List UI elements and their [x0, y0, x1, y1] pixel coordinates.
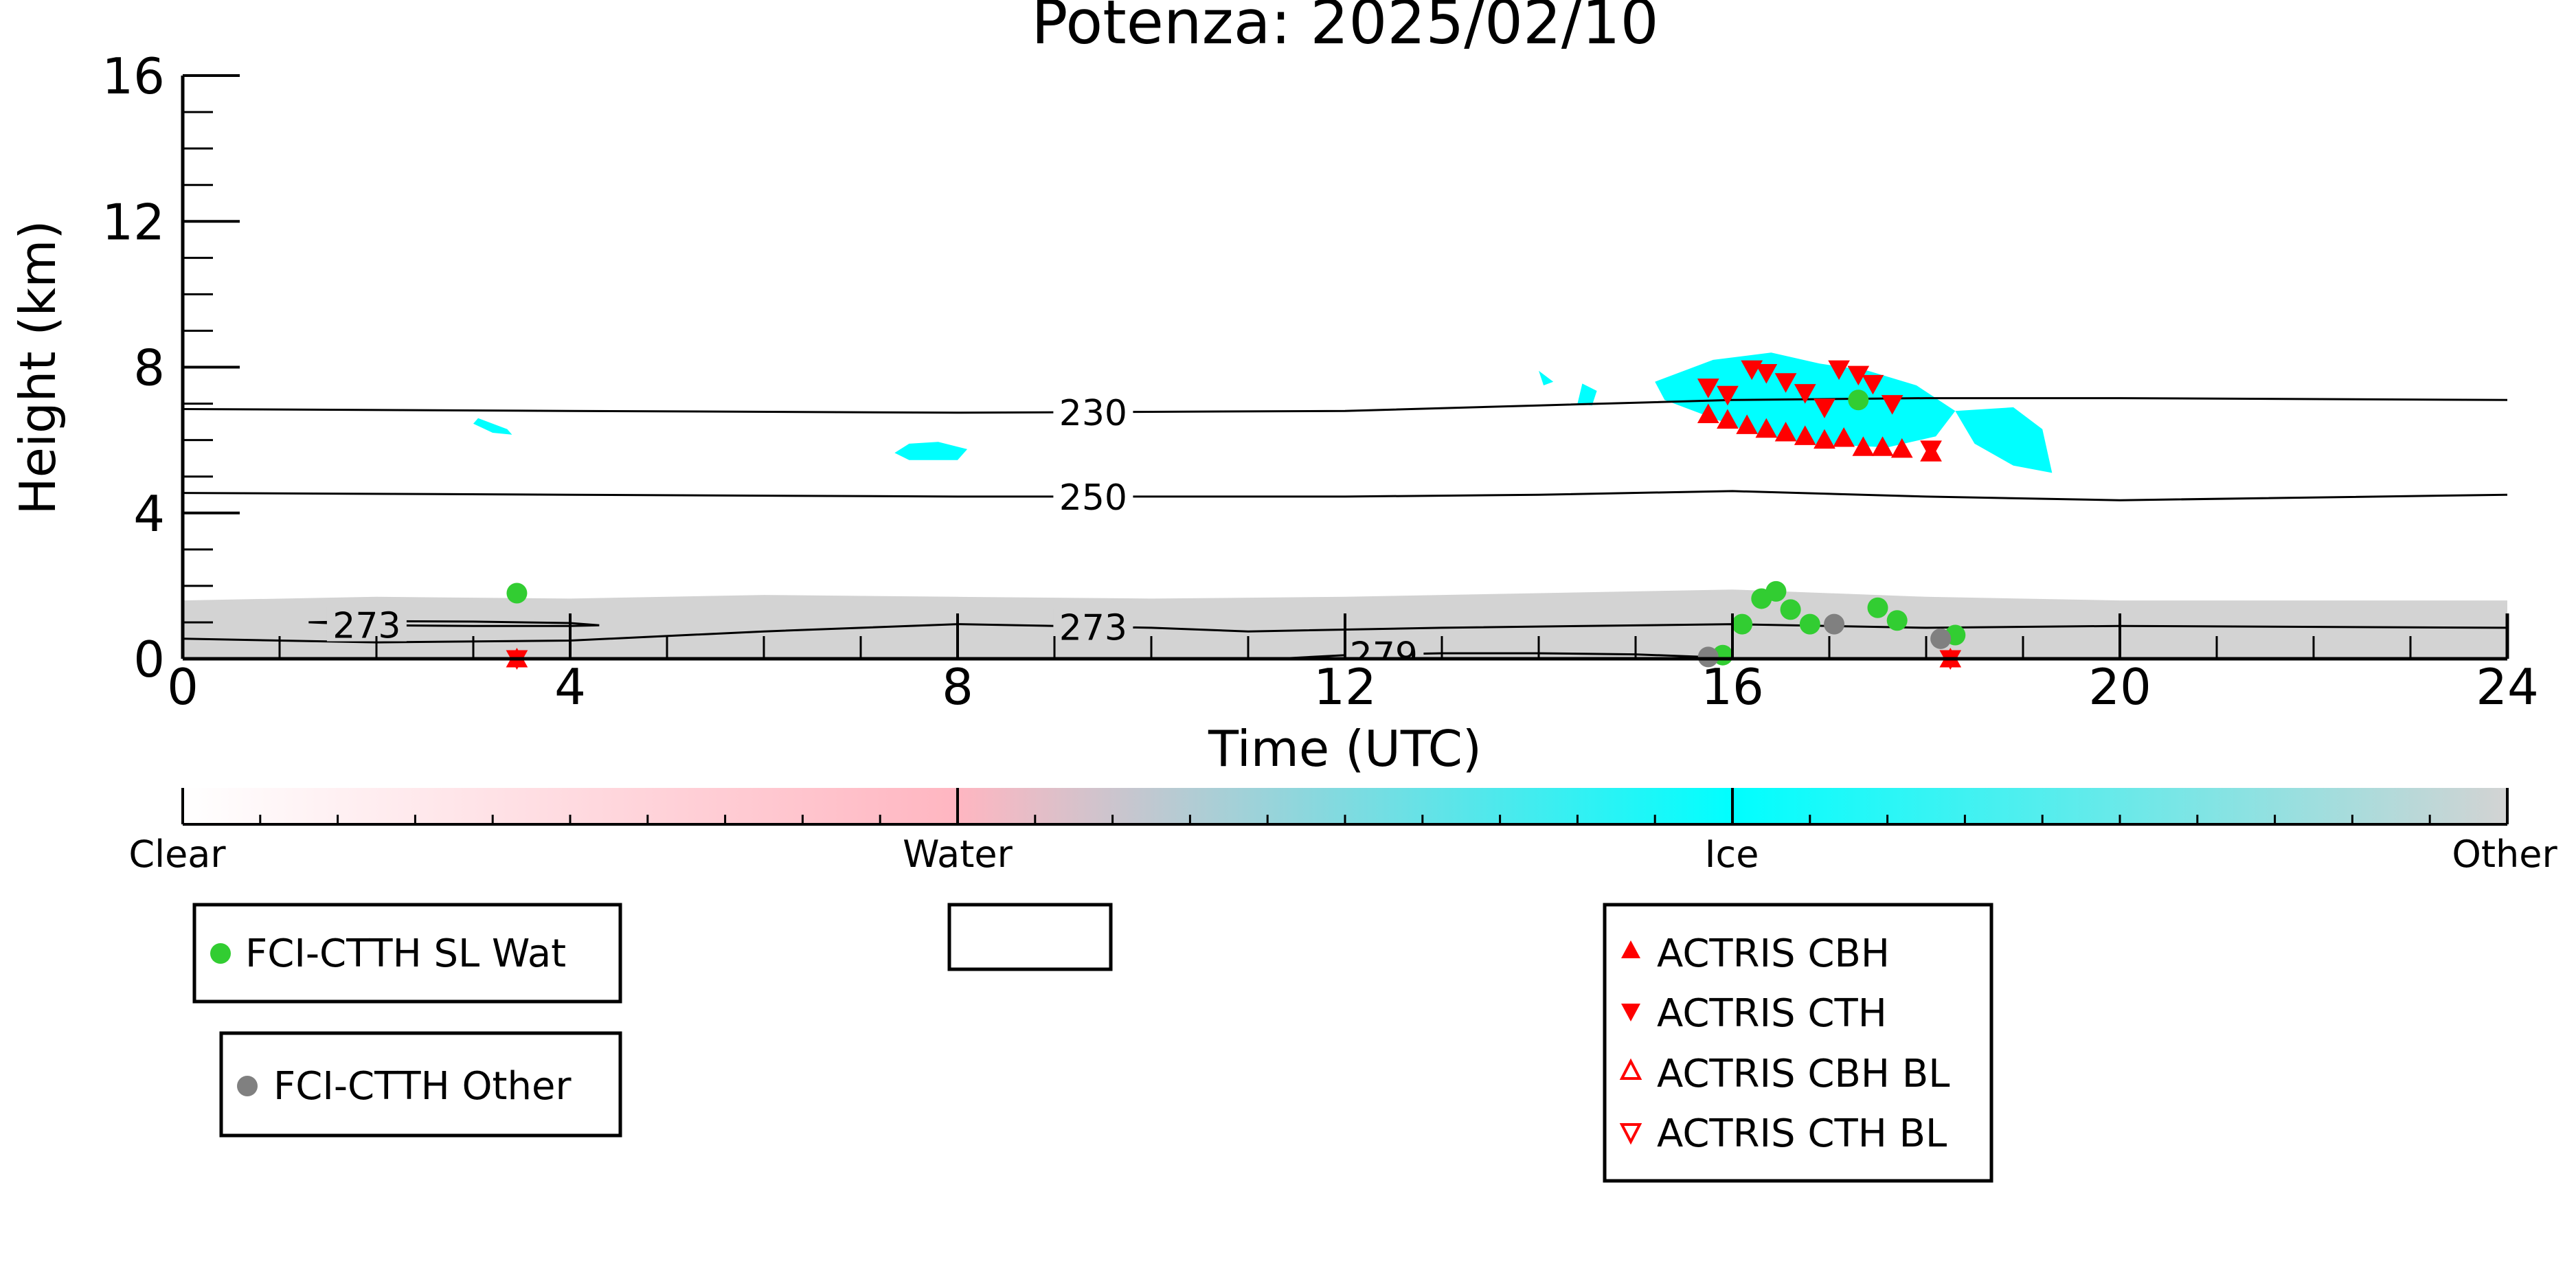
contour-label: 250: [1059, 477, 1127, 519]
contour-line: [308, 620, 600, 627]
legend-label: ACTRIS CTH BL: [1657, 1111, 1947, 1156]
region-ice-6: [1577, 383, 1597, 406]
legend-box: [1603, 903, 1993, 1183]
region-ice-1: [894, 442, 968, 460]
actris-cth-marker: [1717, 385, 1739, 406]
actris-cbh-marker: [1774, 421, 1797, 442]
legend-fci-sl-wat: FCI-CTTH SL Wat: [192, 903, 622, 1004]
contour-label-bg: [326, 607, 407, 642]
actris-cbh-marker: [1871, 436, 1894, 456]
actris-cbh-marker: [1717, 409, 1739, 429]
fci-ctth-sl-wat-marker: [1848, 389, 1869, 411]
fci-ctth-sl-wat-marker: [1780, 599, 1801, 620]
x-tick-label: 24: [2476, 658, 2539, 716]
legend-box: [947, 903, 1113, 971]
actris-cbh-marker: [1890, 438, 1913, 458]
legend-marker-triangle-down-open: [1619, 1123, 1642, 1145]
fci-ctth-sl-wat-marker: [1799, 613, 1820, 635]
x-tick-label: 12: [1313, 658, 1377, 716]
y-tick-label: 12: [102, 193, 165, 251]
legend-label: ACTRIS CBH: [1657, 931, 1890, 976]
actris-cth-marker: [1774, 373, 1797, 393]
legend-marker-triangle-up-open: [1619, 1058, 1642, 1080]
x-tick-label: 16: [1701, 658, 1764, 716]
fci-ctth-other-marker: [1824, 613, 1845, 635]
actris-cth-marker: [1862, 374, 1884, 395]
axes: 0 4 8 12 16 0 4 8 12 16 20 24: [102, 47, 2538, 716]
colorbar-label-ice: Ice: [1705, 833, 1759, 876]
contour-line: [183, 490, 2507, 501]
actris-cbh-marker: [1755, 418, 1778, 438]
actris-cth-marker: [1697, 379, 1719, 398]
colorbar-ticks: [181, 788, 2509, 824]
legend-marker-triangle-down: [1621, 1004, 1640, 1021]
x-tick-label: 4: [554, 658, 586, 716]
cloud-markers: [506, 360, 1966, 670]
contour-label-bg: [1053, 609, 1133, 644]
legend-label: ACTRIS CTH: [1657, 991, 1887, 1036]
legend-box: [219, 1031, 622, 1138]
y-tick-label: 8: [133, 339, 165, 397]
x-tick-label: 0: [167, 658, 199, 716]
actris-cbh-marker: [1736, 414, 1758, 434]
legend-actris: ACTRIS CBH ACTRIS CTH ACTRIS CBH BL ACTR…: [1603, 903, 1993, 1183]
colorbar: Clear Water Ice Other: [128, 788, 2557, 876]
legend-box: [192, 903, 622, 1004]
region-ice-2: [473, 418, 512, 435]
x-tick-label: 8: [942, 658, 973, 716]
x-axis-label: Time (UTC): [1208, 720, 1482, 778]
region-ice-5: [1539, 370, 1554, 385]
legend-marker-green-circle: [210, 943, 231, 964]
y-tick-label: 0: [133, 631, 165, 688]
contour-label: 273: [332, 606, 400, 647]
contour-line: [183, 397, 2507, 414]
fci-ctth-sl-wat-marker: [1765, 580, 1787, 602]
legend-label: FCI-CTTH SL Wat: [245, 931, 566, 976]
legend-marker-gray-circle: [237, 1076, 258, 1096]
actris-cbh-marker: [1833, 427, 1855, 447]
contour-label-bg: [1053, 478, 1133, 513]
actris-cth-marker: [1920, 440, 1942, 460]
fci-ctth-sl-wat-marker: [1867, 597, 1888, 618]
fci-ctth-other-marker: [1930, 628, 1952, 649]
legend-label: FCI-CTTH Other: [273, 1064, 572, 1109]
actris-cbh-marker: [1852, 436, 1875, 456]
actris-cth-marker: [1814, 398, 1835, 418]
legend-label: ACTRIS CBH BL: [1657, 1052, 1950, 1096]
fci-ctth-sl-wat-marker: [506, 583, 528, 604]
region-ice-4: [1955, 407, 2053, 473]
actris-cth-marker: [1828, 360, 1850, 381]
legend-fci-other: FCI-CTTH Other: [219, 1031, 622, 1138]
actris-cbh-marker: [1697, 403, 1719, 423]
contour-label-bg: [1344, 636, 1424, 659]
colorbar-label-clear: Clear: [128, 833, 226, 876]
contour-line: [1277, 652, 1733, 659]
y-axis-label: Height (km): [9, 221, 67, 515]
colorbar-label-water: Water: [903, 833, 1013, 876]
legend-marker-triangle-up: [1621, 940, 1640, 958]
y-tick-label: 16: [102, 47, 165, 105]
temperature-contours: 230 250 273 273 279: [183, 393, 2507, 677]
actris-cth-marker: [1881, 395, 1903, 415]
colorbar-label-other: Other: [2452, 833, 2557, 876]
actris-cbh-marker: [1794, 425, 1816, 445]
x-tick-label: 20: [2088, 658, 2151, 716]
legend-empty: [947, 903, 1113, 971]
plot-area: 230 250 273 273 279 0 4 8 12 16 0 4 8 12 16 20 24: [102, 47, 2538, 716]
fci-ctth-sl-wat-marker: [1886, 610, 1908, 631]
actris-cth-marker: [1794, 384, 1816, 404]
y-tick-label: 4: [133, 485, 165, 543]
fci-ctth-other-marker: [1697, 646, 1719, 668]
contour-label-bg: [1053, 394, 1133, 429]
fci-ctth-sl-wat-marker: [1732, 613, 1753, 635]
actris-cbh-marker: [1814, 429, 1835, 449]
contour-label: 279: [1350, 635, 1418, 677]
actris-cth-marker: [1755, 363, 1778, 384]
chart-title: Potenza: 2025/02/10: [1031, 0, 1658, 58]
contour-label: 230: [1059, 393, 1127, 434]
contour-label: 273: [1059, 607, 1127, 648]
